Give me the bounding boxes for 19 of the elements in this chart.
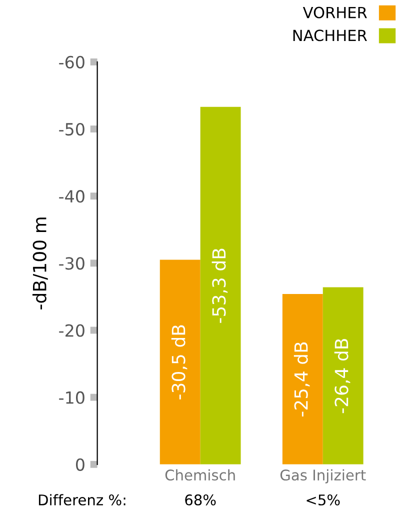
legend-label: VORHER [302,6,367,18]
x-tick-label: Chemisch [165,469,235,481]
y-tick-label: 0 [76,458,84,471]
text: <5% [306,494,340,506]
y-tick-label: -10 [59,391,84,404]
y-tick-label: -20 [59,324,84,337]
y-axis-title: -dB/100 m [32,218,48,310]
data-label: -53,3 dB [212,248,228,323]
text: Differenz %: [38,494,126,506]
y-tick-label: -30 [59,257,84,270]
legend-label: NACHHER [293,30,367,42]
y-tick-label: -60 [59,56,84,68]
data-label: -25,4 dB [294,342,310,416]
text: 68% [185,494,216,506]
data-label: -26,4 dB [334,338,350,414]
y-tick-label: -40 [59,190,84,203]
y-tick-label: -50 [59,122,84,136]
x-tick-label: Gas Injiziert [280,469,366,484]
data-label: -30,5 dB [171,325,188,400]
